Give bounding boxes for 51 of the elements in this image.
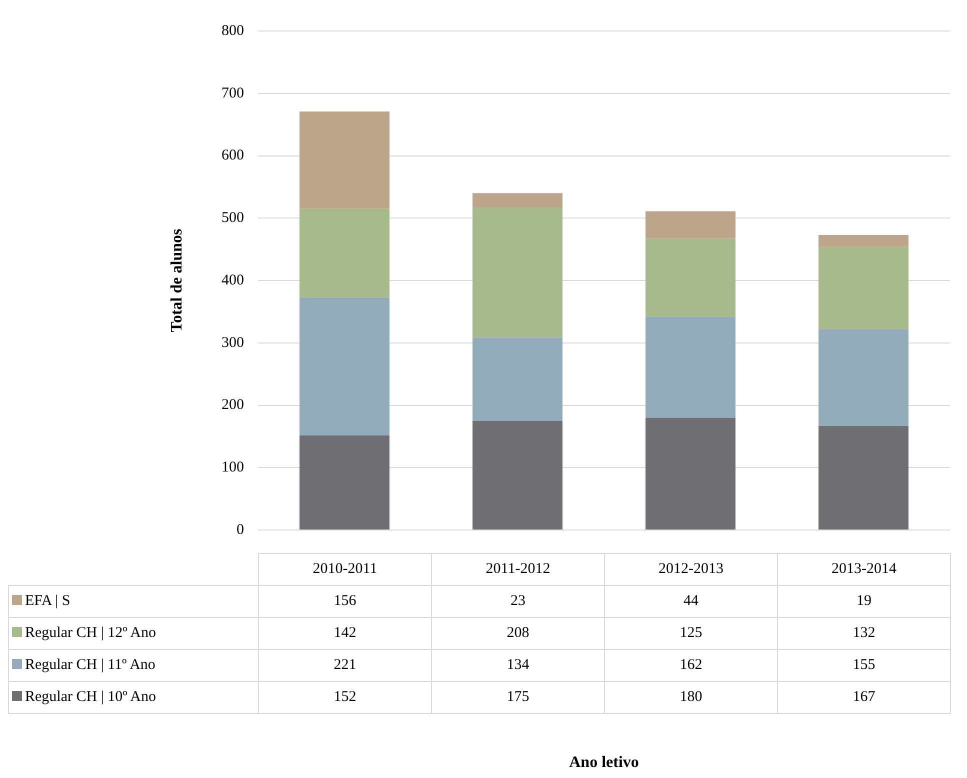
y-tick-label: 800	[222, 22, 244, 39]
data-label: 221	[258, 650, 432, 682]
legend-label: Regular CH | 10º Ano	[25, 689, 156, 705]
data-label: 132	[778, 618, 950, 650]
bar	[300, 111, 390, 209]
data-label: 142	[258, 618, 432, 650]
bar	[818, 329, 908, 426]
data-label: 162	[604, 650, 778, 682]
x-tick-label: 2012-2013	[604, 554, 778, 586]
bar	[646, 316, 736, 418]
y-tick-label: 700	[222, 85, 244, 102]
legend-label: Regular CH | 12º Ano	[25, 625, 156, 641]
bar	[300, 435, 390, 530]
y-tick-label: 300	[222, 334, 244, 351]
data-label: 175	[432, 682, 604, 714]
data-label: 155	[778, 650, 950, 682]
data-label: 134	[432, 650, 604, 682]
x-tick-label: 2010-2011	[258, 554, 432, 586]
bar	[472, 193, 562, 208]
data-label: 19	[778, 586, 950, 618]
y-tick-label: 0	[236, 522, 244, 538]
x-tick-label: 2011-2012	[432, 554, 604, 586]
bar	[300, 208, 390, 298]
y-axis-title: Total de alunos	[168, 228, 186, 332]
y-tick-label: 200	[222, 397, 244, 414]
bar	[300, 297, 390, 436]
y-tick-label: 600	[222, 148, 244, 164]
y-tick-label: 400	[222, 272, 244, 288]
bar	[472, 420, 562, 530]
data-label: 180	[604, 682, 778, 714]
data-label: 125	[604, 618, 778, 650]
data-label: 44	[604, 586, 778, 618]
bar	[646, 418, 736, 530]
bar	[646, 211, 736, 239]
bar	[472, 208, 562, 338]
bar	[818, 426, 908, 530]
data-label: 167	[778, 682, 950, 714]
legend-label: EFA | S	[25, 593, 70, 609]
data-label: 208	[432, 618, 604, 650]
bar	[818, 246, 908, 330]
legend-label: Regular CH | 11º Ano	[25, 657, 156, 673]
bar	[646, 238, 736, 317]
data-label: 156	[258, 586, 432, 618]
text: Ano letivo	[568, 754, 640, 772]
bar	[472, 337, 562, 421]
data-label: 23	[432, 586, 604, 618]
bar	[818, 234, 908, 247]
y-tick-label: 100	[222, 460, 244, 476]
data-label: 152	[258, 682, 432, 714]
y-tick-label: 500	[222, 210, 244, 226]
x-tick-label: 2013-2014	[778, 554, 950, 586]
